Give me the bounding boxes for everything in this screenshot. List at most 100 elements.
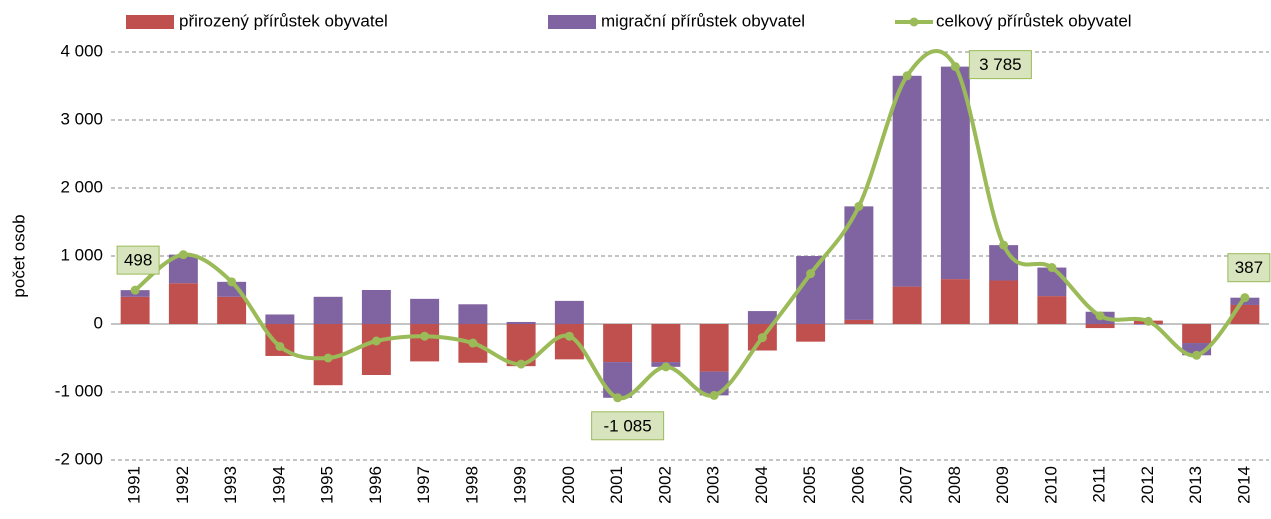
- bar: [892, 75, 922, 287]
- y-axis-label: počet osob: [9, 214, 28, 297]
- bar: [892, 286, 922, 324]
- bar: [265, 314, 295, 324]
- bar: [410, 298, 440, 324]
- x-tick-label: 1991: [125, 466, 144, 504]
- legend-label: migrační přírůstek obyvatel: [601, 11, 805, 30]
- bar: [554, 300, 584, 324]
- x-tick-label: 2013: [1186, 466, 1205, 504]
- x-tick-label: 1994: [269, 466, 288, 504]
- line-marker: [613, 393, 623, 403]
- bar: [989, 280, 1019, 324]
- x-tick-label: 2007: [897, 466, 916, 504]
- legend-label: přirozený přírůstek obyvatel: [179, 11, 388, 30]
- x-tick-label: 1993: [221, 466, 240, 504]
- line-marker: [468, 338, 478, 348]
- x-tick-label: 2012: [1138, 466, 1157, 504]
- bar: [554, 324, 584, 360]
- bar: [796, 324, 826, 342]
- data-label-box: [1227, 253, 1271, 283]
- bar: [120, 296, 150, 324]
- data-label: 498: [124, 251, 152, 270]
- line-marker: [564, 331, 574, 341]
- x-tick-label: 2011: [1090, 466, 1109, 503]
- bar: [361, 290, 391, 324]
- x-tick-label: 2008: [945, 466, 964, 504]
- x-tick-label: 2000: [559, 466, 578, 504]
- y-tick-label: 2 000: [60, 177, 103, 196]
- data-label: -1 085: [604, 416, 652, 435]
- data-label: 387: [1235, 258, 1263, 277]
- line-marker: [371, 336, 381, 346]
- bar: [458, 304, 488, 324]
- line-marker: [999, 240, 1009, 250]
- line-marker: [130, 285, 140, 295]
- x-tick-label: 2004: [752, 466, 771, 504]
- line-marker: [661, 362, 671, 372]
- y-tick-label: -2 000: [55, 449, 103, 468]
- bar: [651, 324, 681, 363]
- legend-label: celkový přírůstek obyvatel: [936, 11, 1132, 30]
- x-tick-label: 2009: [993, 466, 1012, 504]
- line-marker: [1240, 293, 1250, 303]
- bar: [699, 324, 729, 372]
- legend-swatch: [548, 15, 596, 29]
- y-tick-label: 0: [94, 313, 103, 332]
- line-marker: [806, 269, 816, 279]
- x-tick-label: 2001: [607, 466, 626, 504]
- x-tick-label: 2005: [800, 466, 819, 504]
- bar: [217, 296, 247, 324]
- bar: [940, 279, 970, 324]
- line-marker: [902, 71, 912, 81]
- data-label: 3 785: [979, 55, 1022, 74]
- bar: [1085, 324, 1115, 329]
- x-tick-label: 1992: [173, 466, 192, 504]
- line-marker: [420, 331, 430, 341]
- x-tick-label: 2002: [655, 466, 674, 504]
- data-label-box: [591, 411, 665, 441]
- bar: [1037, 267, 1067, 297]
- x-tick-label: 1999: [511, 466, 530, 504]
- bar: [940, 66, 970, 280]
- data-label-box: [968, 50, 1032, 80]
- y-tick-label: 3 000: [60, 109, 103, 128]
- legend-marker: [909, 17, 919, 27]
- bar: [168, 283, 198, 324]
- bar: [989, 245, 1019, 281]
- bar: [506, 321, 536, 324]
- line-marker: [323, 353, 333, 363]
- x-tick-label: 1996: [366, 466, 385, 504]
- line-marker: [1095, 311, 1105, 321]
- data-label-box: [116, 245, 160, 275]
- x-tick-label: 2006: [848, 466, 867, 504]
- bar: [410, 324, 440, 362]
- bar: [1037, 296, 1067, 324]
- y-tick-label: 1 000: [60, 245, 103, 264]
- x-tick-label: 1997: [414, 466, 433, 504]
- line-marker: [854, 201, 864, 211]
- bar: [844, 319, 874, 324]
- x-tick-label: 1998: [462, 466, 481, 504]
- x-tick-label: 2003: [704, 466, 723, 504]
- y-tick-label: -1 000: [55, 381, 103, 400]
- line-marker: [516, 359, 526, 369]
- line: [133, 48, 1247, 401]
- bar: [747, 311, 777, 324]
- line-marker: [757, 333, 767, 343]
- bar: [1182, 324, 1212, 344]
- y-tick-label: 4 000: [60, 41, 103, 60]
- bar: [313, 296, 343, 324]
- bar: [361, 324, 391, 375]
- line-marker: [1143, 316, 1153, 326]
- x-tick-label: 2014: [1234, 466, 1253, 504]
- line-marker: [227, 277, 237, 287]
- line-marker: [1047, 263, 1057, 273]
- x-tick-label: 2010: [1041, 466, 1060, 504]
- legend-swatch: [126, 15, 174, 29]
- line-marker: [275, 341, 285, 351]
- line-marker: [1192, 350, 1202, 360]
- line-marker: [950, 62, 960, 72]
- line-marker: [178, 250, 188, 260]
- line-marker: [709, 390, 719, 400]
- bar: [603, 324, 633, 363]
